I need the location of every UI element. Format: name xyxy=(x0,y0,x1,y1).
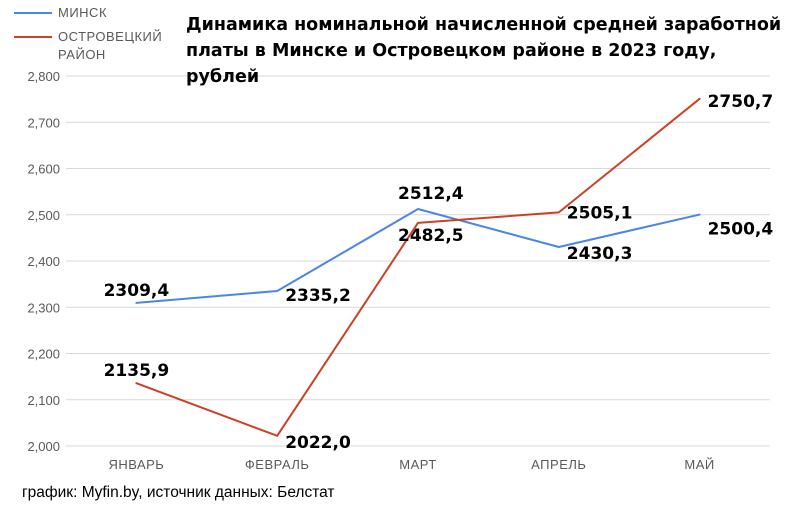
x-tick-label: ЯНВАРЬ xyxy=(108,457,164,472)
series-line-ostrovets xyxy=(135,97,701,437)
data-label-minsk: 2335,2 xyxy=(285,286,351,306)
legend-item-minsk: МИНСК xyxy=(14,4,168,22)
y-tick-label: 2,200 xyxy=(27,347,60,362)
source-note: график: Myfin.by, источник данных: Белст… xyxy=(22,484,335,501)
y-tick-label: 2,400 xyxy=(27,254,60,269)
y-tick-label: 2,500 xyxy=(27,208,60,223)
data-label-ostrovets: 2750,7 xyxy=(708,92,774,112)
data-label-minsk: 2512,4 xyxy=(398,184,464,204)
y-tick-label: 2,800 xyxy=(27,69,60,84)
data-label-minsk: 2430,3 xyxy=(567,244,633,264)
y-tick-label: 2,300 xyxy=(27,300,60,315)
y-tick-label: 2,000 xyxy=(27,439,60,454)
legend-label-ostrovets: ОСТРОВЕЦКИЙ РАЙОН xyxy=(58,29,163,62)
chart-title: Динамика номинальной начисленной средней… xyxy=(186,15,782,87)
data-label-ostrovets: 2135,9 xyxy=(104,361,170,381)
y-tick-label: 2,100 xyxy=(27,393,60,408)
x-tick-label: АПРЕЛЬ xyxy=(531,457,586,472)
y-tick-label: 2,700 xyxy=(27,115,60,130)
data-label-ostrovets: 2482,5 xyxy=(398,226,464,246)
series-line-minsk xyxy=(135,208,701,304)
data-label-minsk: 2309,4 xyxy=(104,281,170,301)
legend: МИНСК ОСТРОВЕЦКИЙ РАЙОН xyxy=(14,4,168,70)
y-tick-label: 2,600 xyxy=(27,162,60,177)
x-tick-label: МАЙ xyxy=(684,457,714,472)
x-tick-label: МАРТ xyxy=(399,457,437,472)
legend-swatch-ostrovets xyxy=(14,36,52,38)
legend-label-minsk: МИНСК xyxy=(58,5,108,20)
legend-item-ostrovets: ОСТРОВЕЦКИЙ РАЙОН xyxy=(14,28,168,64)
x-tick-label: ФЕВРАЛЬ xyxy=(245,457,310,472)
legend-swatch-minsk xyxy=(14,12,52,14)
data-label-ostrovets: 2505,1 xyxy=(567,203,633,223)
data-label-minsk: 2500,4 xyxy=(708,220,774,240)
data-label-ostrovets: 2022,0 xyxy=(285,433,351,453)
